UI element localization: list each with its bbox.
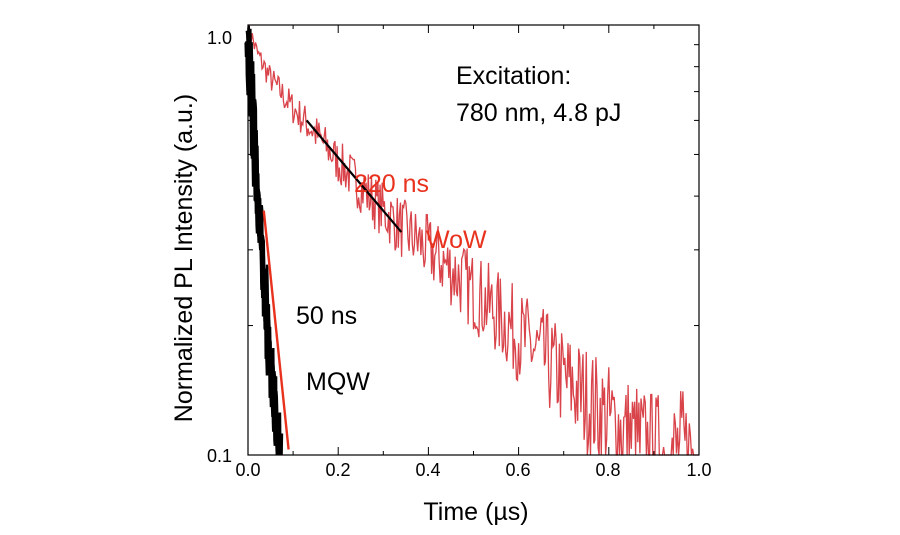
excitation-annotation-line2: 780 nm, 4.8 pJ bbox=[456, 99, 621, 127]
x-tick-label-5: 1.0 bbox=[686, 460, 711, 480]
excitation-annotation-line1: Excitation: bbox=[456, 62, 571, 90]
wow-series-label: WoW bbox=[426, 226, 487, 254]
mqw-series-label: MQW bbox=[306, 368, 370, 396]
y-tick-label-top: 1.0 bbox=[207, 28, 232, 48]
x-tick-label-2: 0.4 bbox=[415, 460, 440, 480]
fit-line-50ns bbox=[262, 210, 290, 450]
mqw-lifetime-label: 50 ns bbox=[296, 302, 357, 330]
series-mqw-line-4 bbox=[249, 28, 284, 456]
fit-line-220ns bbox=[305, 119, 403, 233]
plot-area bbox=[244, 24, 699, 456]
axis-ticks bbox=[247, 25, 700, 455]
x-tick-label-4: 0.8 bbox=[595, 460, 620, 480]
wow-lifetime-label: 220 ns bbox=[354, 170, 429, 198]
y-tick-label-bottom: 0.1 bbox=[207, 446, 232, 466]
series-wow-line bbox=[247, 24, 699, 456]
x-tick-label-3: 0.6 bbox=[505, 460, 530, 480]
x-axis-label: Time (µs) bbox=[423, 498, 528, 526]
x-tick-label-0: 0.0 bbox=[235, 460, 260, 480]
x-tick-label-1: 0.2 bbox=[325, 460, 350, 480]
y-axis-label: Normalized PL Intensity (a.u.) bbox=[170, 94, 198, 422]
